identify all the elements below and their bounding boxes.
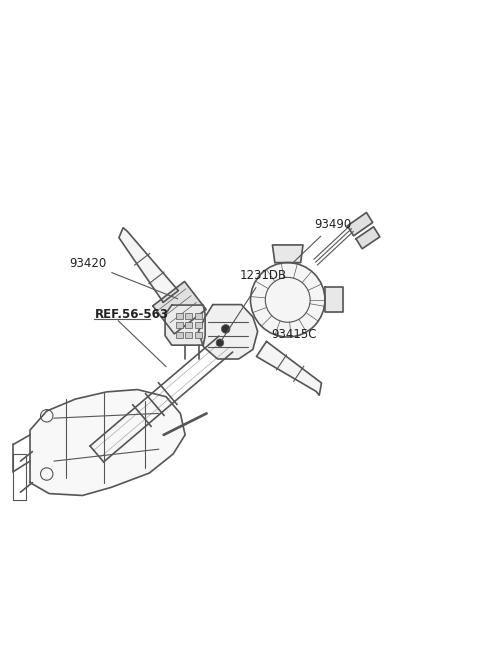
Bar	[185, 332, 192, 338]
Polygon shape	[199, 305, 258, 359]
Polygon shape	[30, 390, 185, 495]
Text: 1231DB: 1231DB	[221, 269, 287, 341]
Bar	[185, 312, 192, 319]
Circle shape	[251, 263, 325, 337]
Polygon shape	[348, 212, 372, 236]
Polygon shape	[119, 228, 179, 303]
Text: 93420: 93420	[69, 257, 178, 299]
Text: REF.56-563: REF.56-563	[95, 308, 168, 321]
Bar	[195, 312, 202, 319]
Polygon shape	[356, 227, 380, 249]
Bar	[176, 312, 183, 319]
Polygon shape	[153, 282, 206, 334]
Polygon shape	[273, 245, 303, 263]
Text: 93490: 93490	[292, 218, 351, 263]
Polygon shape	[256, 341, 322, 395]
Bar	[176, 322, 183, 328]
Bar	[195, 332, 202, 338]
Polygon shape	[165, 305, 205, 345]
Circle shape	[221, 325, 230, 333]
Bar	[185, 322, 192, 328]
Text: 93415C: 93415C	[271, 328, 316, 341]
Circle shape	[216, 339, 224, 346]
Bar	[176, 332, 183, 338]
Bar	[195, 322, 202, 328]
Polygon shape	[325, 288, 343, 312]
